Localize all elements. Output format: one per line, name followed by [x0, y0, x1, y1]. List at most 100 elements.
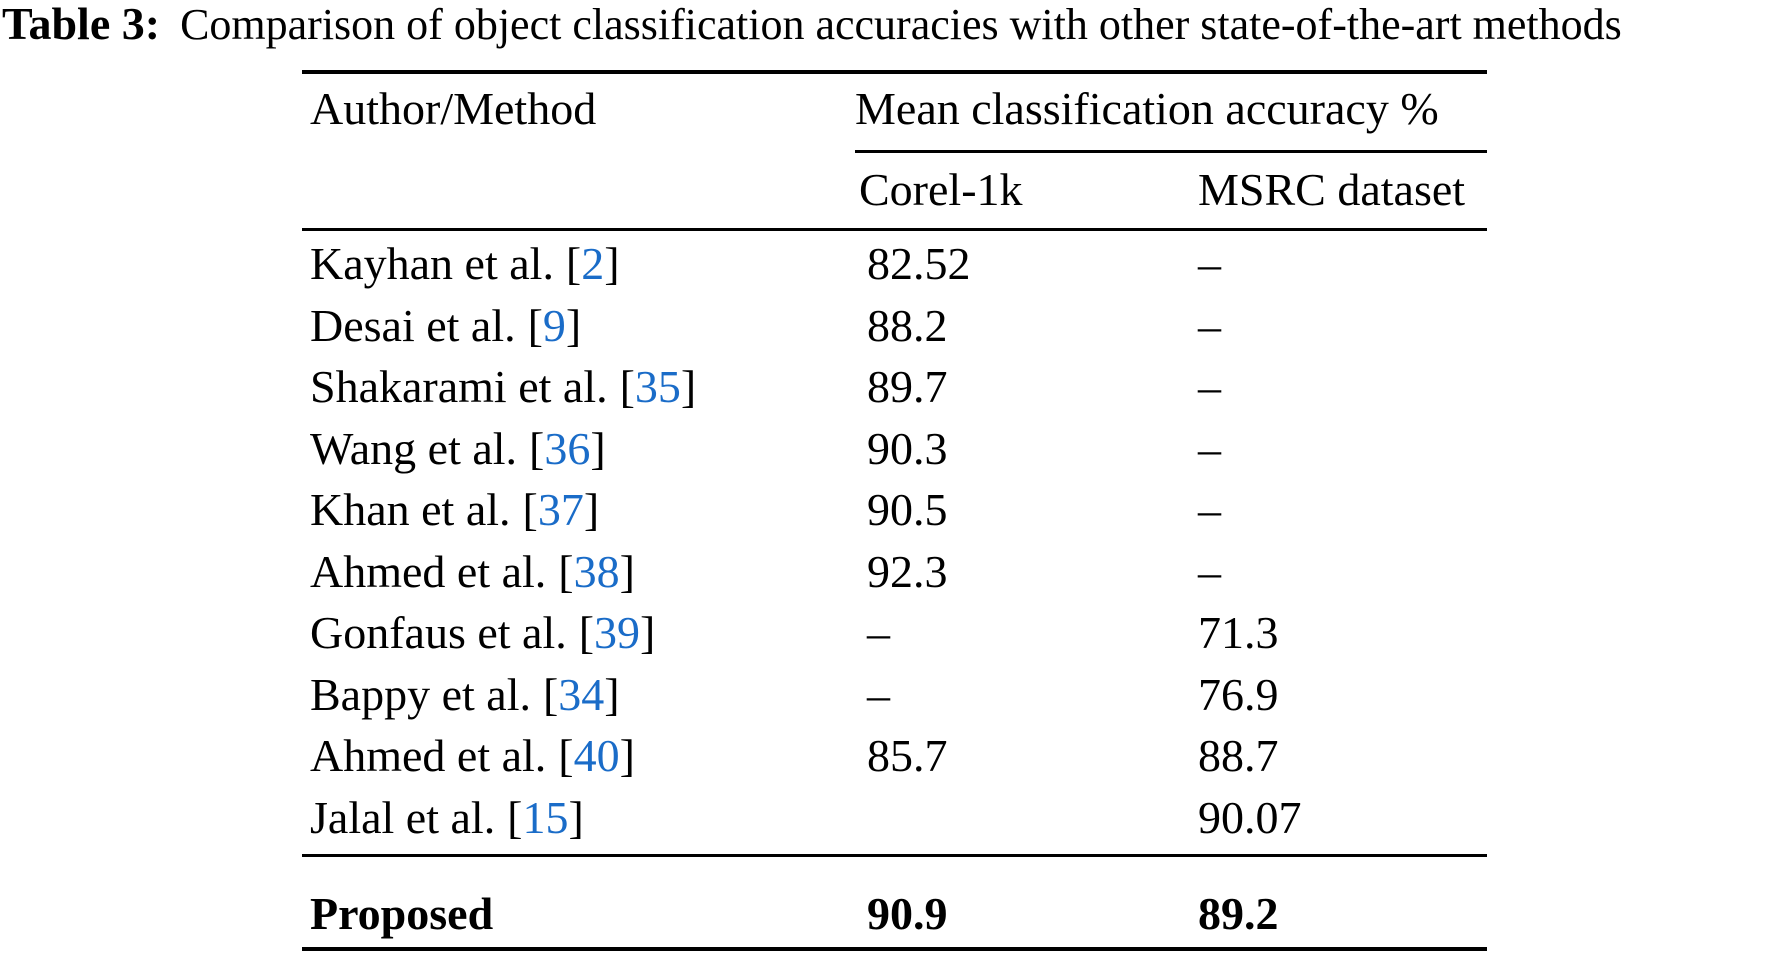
citation: [40] — [558, 730, 635, 781]
citation-ref-link[interactable]: 38 — [573, 545, 620, 597]
table-row: Wang et al. [36] 90.3 – — [302, 416, 1487, 478]
col-group-header-accuracy: Mean classification accuracy % — [855, 83, 1439, 134]
corel-value: 90.3 — [867, 422, 948, 474]
msrc-value: 90.07 — [1198, 791, 1302, 843]
bracket-open: [ — [542, 668, 559, 720]
citation-ref-link[interactable]: 35 — [634, 361, 681, 412]
citation: [38] — [558, 546, 635, 597]
corel-value: – — [867, 668, 890, 720]
bracket-open: [ — [507, 791, 523, 843]
corel-value: 82.52 — [867, 238, 971, 289]
author-cell: Ahmed et al. [38] — [302, 545, 855, 598]
table-row: Desai et al. [9] 88.2 – — [302, 293, 1487, 355]
table-row: Gonfaus et al. [39] – 71.3 — [302, 600, 1487, 662]
citation-ref-link[interactable]: 15 — [522, 791, 569, 843]
author-name: Ahmed et al. — [310, 545, 547, 597]
col-header-msrc: MSRC dataset — [1198, 164, 1466, 215]
citation: [35] — [620, 361, 697, 412]
citation-ref-link[interactable]: 36 — [544, 422, 591, 474]
msrc-value: – — [1198, 422, 1221, 474]
author-cell: Ahmed et al. [40] — [302, 729, 855, 782]
corel-value: 89.7 — [867, 361, 948, 412]
bracket-open: [ — [558, 545, 574, 597]
author-name: Khan et al. — [310, 484, 511, 535]
citation: [2] — [566, 238, 620, 289]
author-name: Kayhan et al. — [310, 238, 554, 289]
proposed-corel-value: 90.9 — [867, 888, 948, 939]
table-caption: Table 3: Comparison of object classificat… — [2, 0, 1622, 52]
rule-above-proposed — [302, 854, 1487, 857]
author-name: Gonfaus et al. — [310, 607, 567, 658]
table-row: Kayhan et al. [2] 82.52 – — [302, 231, 1487, 293]
table-row: Shakarami et al. [35] 89.7 – — [302, 354, 1487, 416]
table-row: Bappy et al. [34] – 76.9 — [302, 662, 1487, 724]
author-cell: Shakarami et al. [35] — [302, 360, 855, 413]
header-row-datasets: Corel-1k MSRC dataset — [302, 153, 1487, 228]
author-name: Wang et al. — [310, 422, 518, 474]
table-caption-text: Comparison of object classification accu… — [180, 0, 1622, 49]
col-header-corel1k: Corel-1k — [859, 164, 1023, 215]
bracket-open: [ — [522, 484, 538, 535]
bracket-close: ] — [568, 791, 584, 843]
citation-ref-link[interactable]: 37 — [537, 484, 584, 535]
bracket-open: [ — [565, 238, 582, 289]
table-caption-label: Table 3: — [2, 0, 161, 49]
proposed-msrc-value: 89.2 — [1198, 888, 1279, 939]
bracket-close: ] — [604, 668, 620, 720]
citation-ref-link[interactable]: 40 — [573, 730, 620, 781]
header-row-group: Author/Method Mean classification accura… — [302, 74, 1487, 150]
bracket-close: ] — [565, 299, 582, 351]
author-cell: Bappy et al. [34] — [302, 668, 855, 721]
msrc-value: 88.7 — [1198, 730, 1279, 781]
bracket-close: ] — [583, 484, 600, 535]
citation: [39] — [579, 607, 656, 658]
citation-ref-link[interactable]: 9 — [542, 299, 566, 351]
comparison-table: Author/Method Mean classification accura… — [302, 70, 1487, 951]
citation: [15] — [507, 792, 584, 843]
corel-value: 92.3 — [867, 545, 948, 597]
author-name: Shakarami et al. — [310, 361, 608, 412]
msrc-value: – — [1198, 545, 1221, 597]
bracket-open: [ — [619, 361, 635, 412]
table-row: Ahmed et al. [38] 92.3 – — [302, 539, 1487, 601]
table-row: Jalal et al. [15] 90.07 — [302, 785, 1487, 847]
citation: [9] — [528, 300, 582, 351]
author-cell: Wang et al. [36] — [302, 422, 855, 475]
corel-value: 90.5 — [867, 484, 948, 535]
author-name: Desai et al. — [310, 299, 516, 351]
corel-value: 88.2 — [867, 299, 948, 351]
rule-top — [302, 70, 1487, 74]
bracket-close: ] — [619, 730, 635, 781]
msrc-value: – — [1198, 484, 1221, 535]
citation-ref-link[interactable]: 34 — [558, 668, 605, 720]
citation-ref-link[interactable]: 39 — [594, 607, 641, 658]
author-cell: Gonfaus et al. [39] — [302, 606, 855, 659]
msrc-value: 71.3 — [1198, 607, 1279, 658]
corel-value: 85.7 — [867, 730, 948, 781]
proposed-row: Proposed 90.9 89.2 — [302, 857, 1487, 947]
corel-value: – — [867, 607, 890, 658]
citation: [37] — [522, 484, 599, 535]
rule-header-bottom — [302, 228, 1487, 231]
bracket-close: ] — [680, 361, 697, 412]
msrc-value: 76.9 — [1198, 668, 1279, 720]
citation-ref-link[interactable]: 2 — [581, 238, 605, 289]
bracket-close: ] — [640, 607, 656, 658]
citation: [36] — [529, 423, 606, 474]
bracket-open: [ — [527, 299, 543, 351]
bracket-open: [ — [578, 607, 595, 658]
table-row: Ahmed et al. [40] 85.7 88.7 — [302, 723, 1487, 785]
author-cell: Desai et al. [9] — [302, 299, 855, 352]
msrc-value: – — [1198, 361, 1221, 412]
msrc-value: – — [1198, 238, 1221, 289]
table-body: Kayhan et al. [2] 82.52 – Desai et al. [9]… — [302, 231, 1487, 846]
msrc-value: – — [1198, 299, 1221, 351]
bracket-open: [ — [529, 422, 545, 474]
col-header-author-method: Author/Method — [310, 83, 597, 134]
bracket-close: ] — [590, 422, 606, 474]
author-name: Jalal et al. — [310, 791, 496, 843]
bracket-open: [ — [558, 730, 574, 781]
author-name: Bappy et al. — [310, 668, 531, 720]
table-row: Khan et al. [37] 90.5 – — [302, 477, 1487, 539]
rule-bottom — [302, 947, 1487, 951]
